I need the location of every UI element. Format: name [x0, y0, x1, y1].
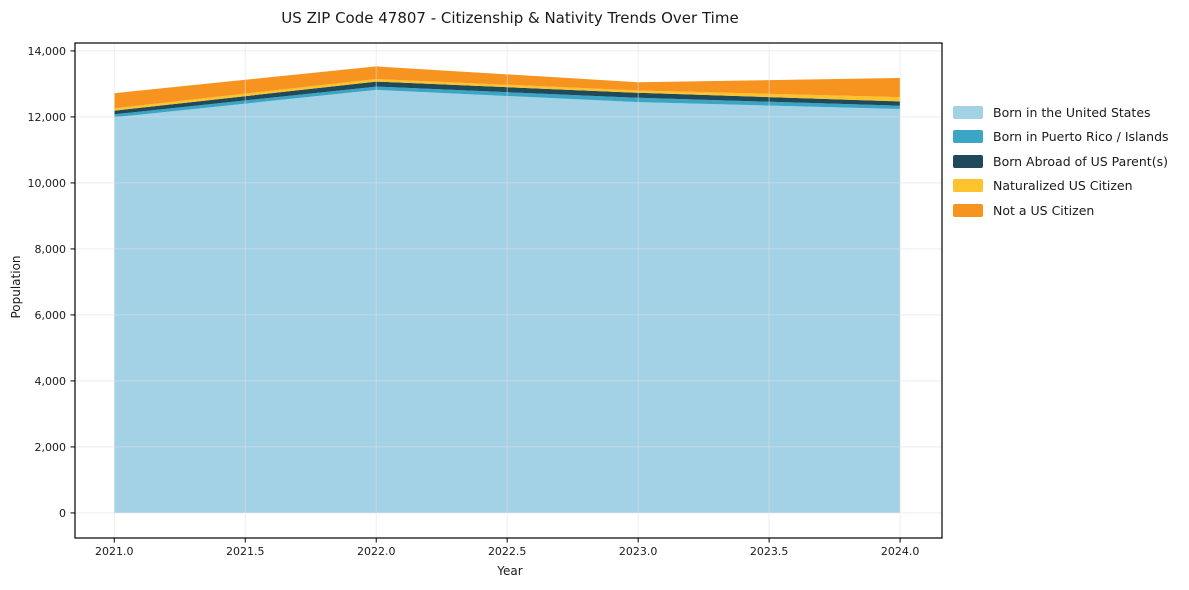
x-tick-label-6: 2024.0 — [881, 545, 920, 558]
legend-swatch-icon — [953, 179, 983, 193]
y-tick-label-4: 8,000 — [35, 243, 67, 256]
x-tick-label-2: 2022.0 — [357, 545, 396, 558]
y-tick-label-0: 0 — [59, 507, 66, 520]
y-tick-label-5: 10,000 — [28, 177, 67, 190]
legend-item-1: Born in Puerto Rico / Islands — [953, 125, 1169, 150]
y-tick-label-3: 6,000 — [35, 309, 67, 322]
x-axis-label: Year — [497, 564, 523, 578]
area-series-2 — [114, 81, 901, 115]
x-tick-label-5: 2023.5 — [750, 545, 789, 558]
legend-swatch-icon — [953, 203, 983, 217]
legend-swatch-icon — [953, 105, 983, 119]
x-tick-label-0: 2021.0 — [95, 545, 134, 558]
legend-item-4: Not a US Citizen — [953, 198, 1169, 223]
area-series-3 — [114, 79, 901, 111]
chart-title: US ZIP Code 47807 - Citizenship & Nativi… — [281, 9, 739, 27]
legend-label: Born in the United States — [993, 104, 1151, 120]
legend-label: Naturalized US Citizen — [993, 178, 1133, 194]
y-tick-label-7: 14,000 — [28, 45, 67, 58]
area-series-1 — [114, 86, 901, 118]
legend-label: Born Abroad of US Parent(s) — [993, 153, 1168, 169]
legend: Born in the United States Born in Puerto … — [953, 100, 1169, 223]
legend-item-3: Naturalized US Citizen — [953, 174, 1169, 199]
legend-label: Born in Puerto Rico / Islands — [993, 129, 1169, 145]
y-tick-label-1: 2,000 — [35, 441, 67, 454]
legend-swatch-icon — [953, 154, 983, 168]
plot-spines — [74, 42, 943, 539]
x-tick-label-3: 2022.5 — [488, 545, 527, 558]
y-tick-label-6: 12,000 — [28, 111, 67, 124]
y-axis-label: Population — [9, 255, 23, 319]
legend-label: Not a US Citizen — [993, 202, 1095, 218]
area-series-4 — [114, 66, 901, 109]
y-tick-label-2: 4,000 — [35, 375, 67, 388]
legend-item-2: Born Abroad of US Parent(s) — [953, 149, 1169, 174]
x-tick-label-4: 2023.0 — [619, 545, 658, 558]
x-tick-label-1: 2021.5 — [226, 545, 265, 558]
legend-swatch-icon — [953, 130, 983, 144]
legend-item-0: Born in the United States — [953, 100, 1169, 125]
